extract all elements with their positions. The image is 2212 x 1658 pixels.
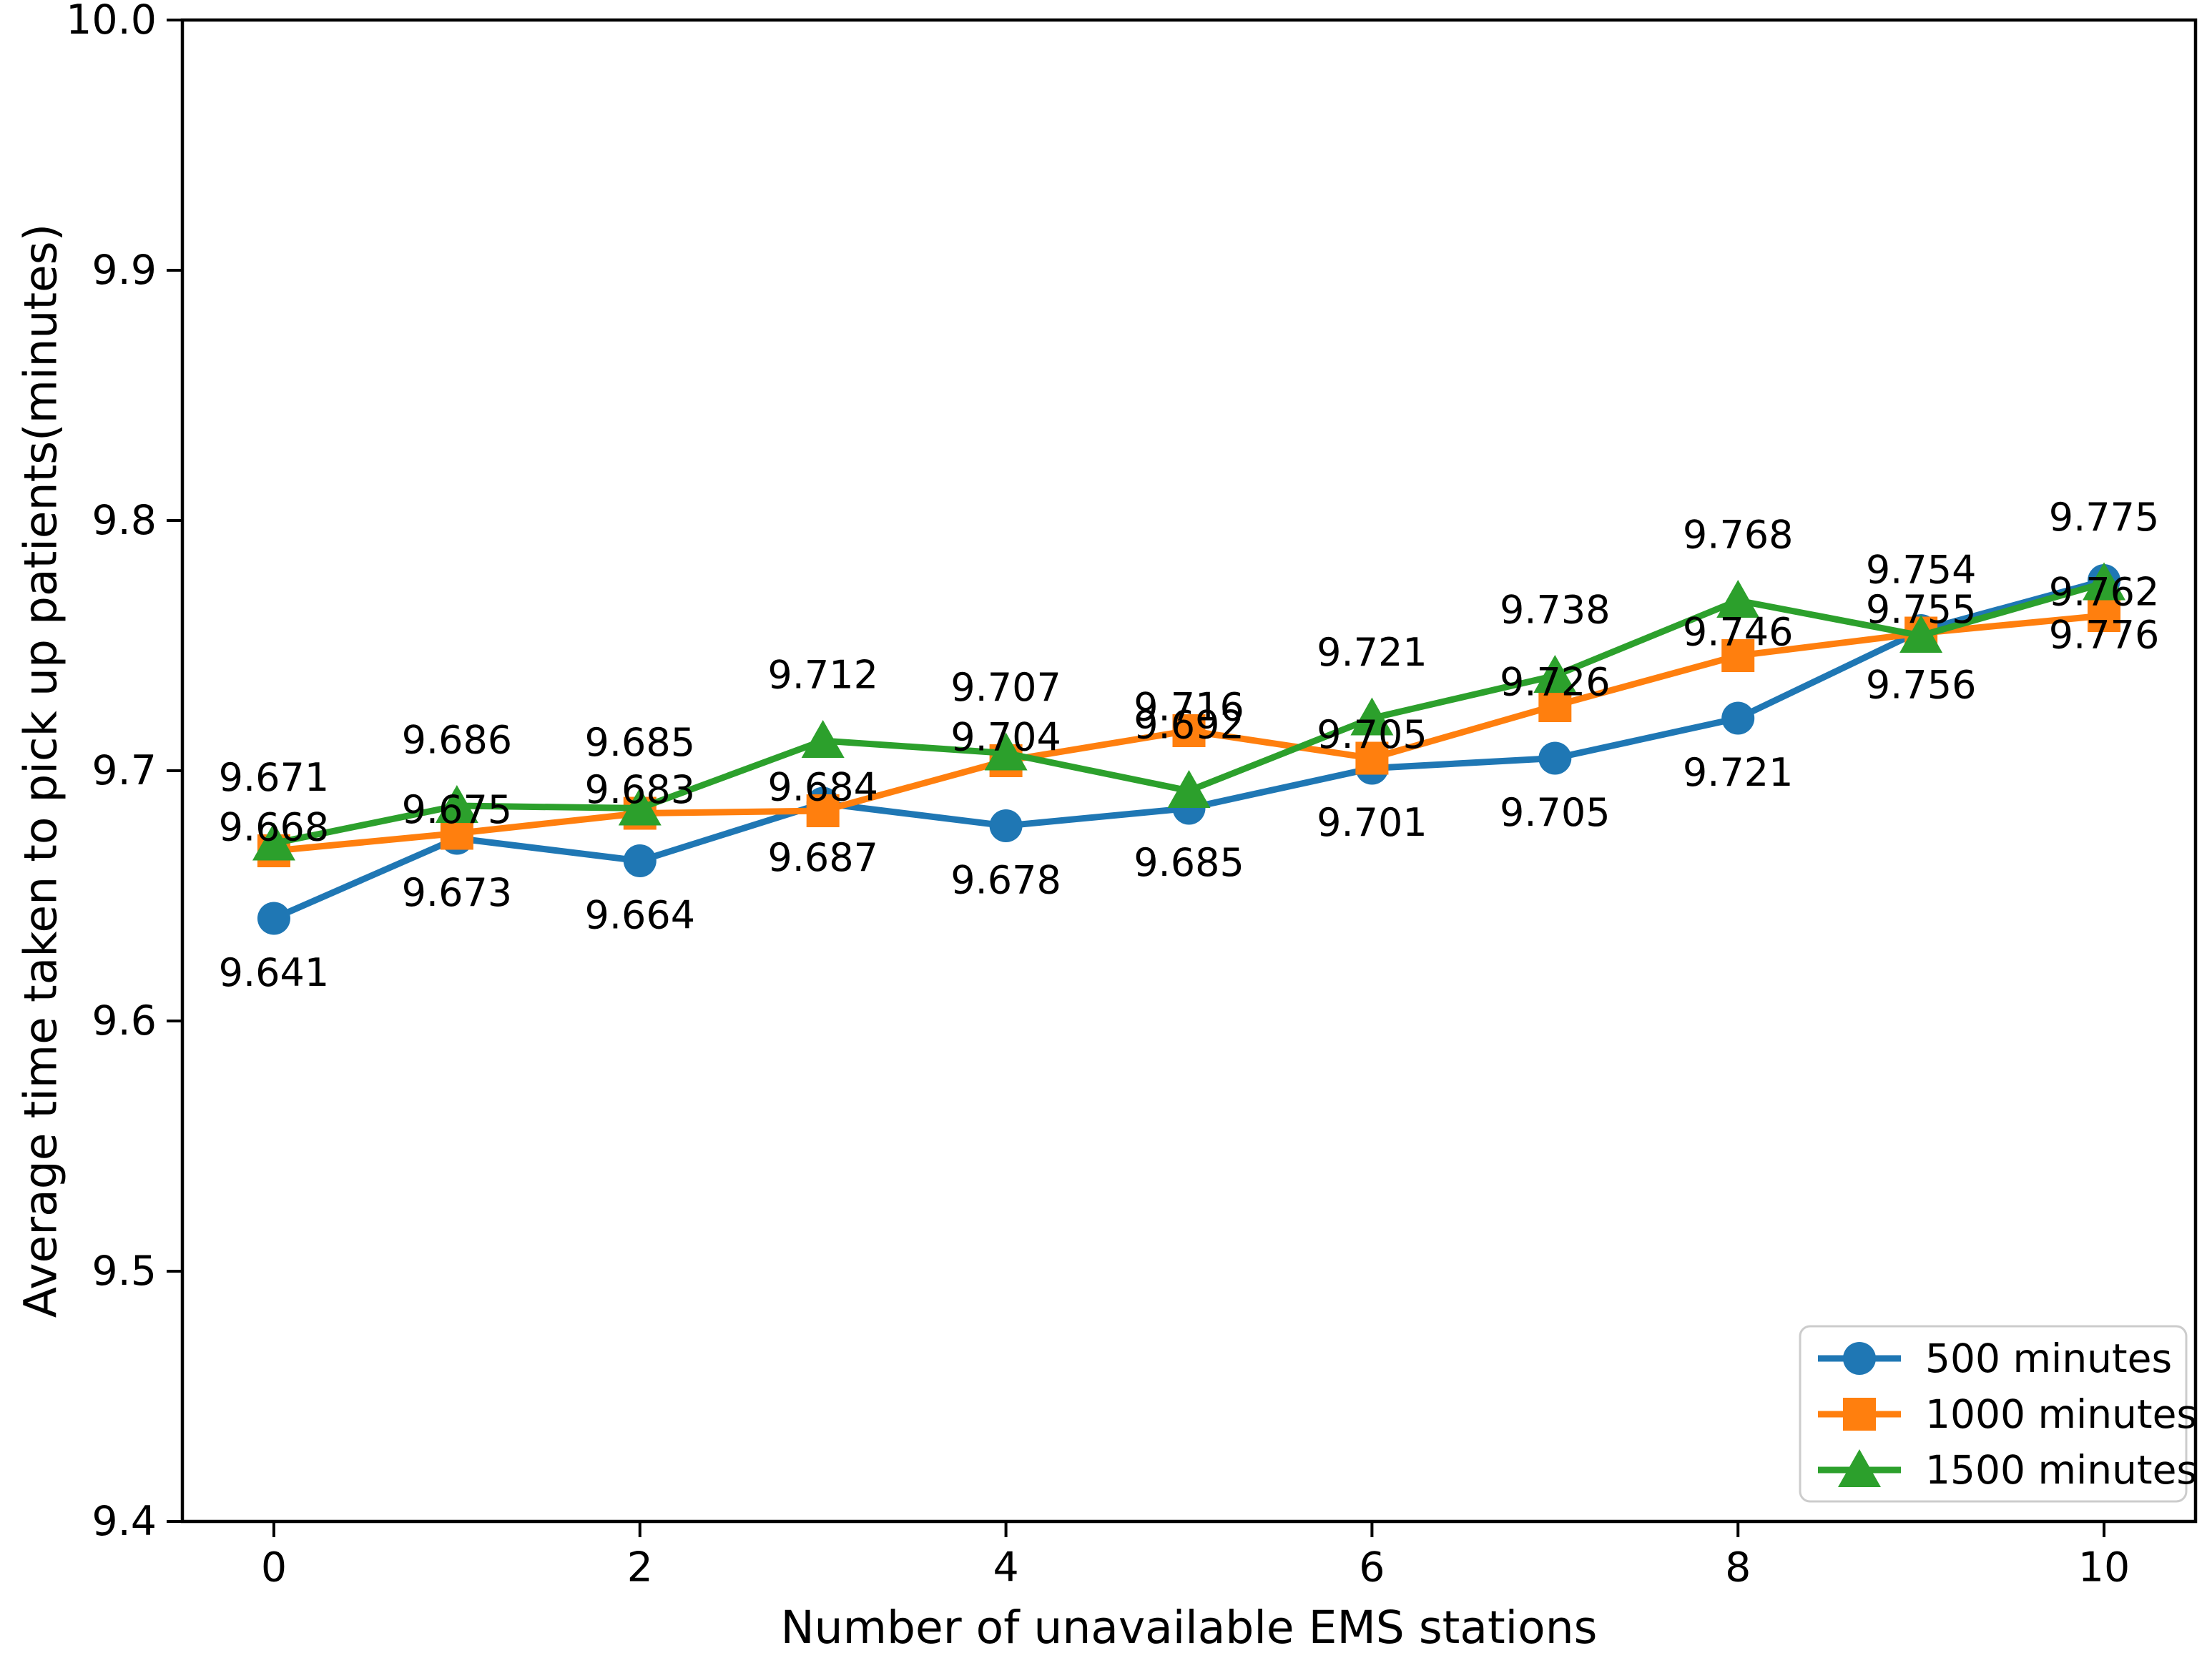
series-1500-minutes [252, 562, 2126, 861]
data-point-marker [801, 720, 845, 758]
point-value-label: 9.668 [219, 805, 330, 850]
point-value-label: 9.673 [402, 870, 513, 915]
legend-label: 500 minutes [1925, 1336, 2172, 1381]
plot-border [180, 18, 2198, 1524]
legend-marker [1843, 1398, 1876, 1431]
x-tick-label: 0 [261, 1544, 287, 1592]
point-value-label: 9.685 [584, 720, 695, 765]
legend-entry: 1000 minutes [1818, 1391, 2197, 1437]
point-value-label: 9.678 [950, 858, 1061, 903]
point-value-label: 9.726 [1500, 660, 1611, 705]
point-value-label: 9.692 [1134, 703, 1244, 748]
point-value-label: 9.704 [950, 715, 1061, 760]
point-value-label: 9.705 [1317, 712, 1427, 757]
data-point-marker [1355, 741, 1389, 775]
data-point-marker [989, 809, 1023, 842]
point-value-label: 9.683 [584, 767, 695, 812]
x-tick-label: 10 [2078, 1544, 2130, 1592]
point-value-label: 9.721 [1317, 630, 1427, 675]
x-tick-label: 6 [1359, 1544, 1385, 1592]
point-value-label: 9.756 [1866, 663, 1977, 708]
point-value-label: 9.738 [1500, 588, 1611, 633]
data-point-marker [1721, 701, 1755, 735]
y-tick-label: 9.6 [92, 997, 157, 1045]
x-tick-label: 4 [993, 1544, 1018, 1592]
y-tick-label: 9.5 [92, 1248, 157, 1295]
series-group [252, 562, 2126, 935]
point-value-label: 9.664 [584, 893, 695, 938]
data-point-marker [2088, 599, 2121, 632]
point-value-label: 9.721 [1683, 750, 1794, 795]
point-value-label: 9.701 [1317, 800, 1427, 845]
data-point-marker [618, 787, 662, 826]
data-point-marker [623, 844, 657, 877]
point-value-label: 9.755 [1866, 587, 1977, 632]
data-point-marker [1533, 655, 1577, 693]
axes: 9.4 9.5 9.6 9.7 9.8 9.9 10.0 0 2 4 6 8 10 [66, 0, 2198, 1592]
point-value-label: 9.776 [2049, 613, 2160, 658]
point-value-label: 9.671 [219, 755, 330, 800]
legend-marker [1838, 1449, 1881, 1487]
point-value-label: 9.754 [1866, 548, 1977, 593]
point-value-label: 9.762 [2049, 570, 2160, 615]
data-point-marker [2083, 562, 2126, 601]
data-point-marker [257, 902, 290, 935]
point-value-label: 9.675 [402, 787, 513, 832]
point-value-label: 9.686 [402, 718, 513, 763]
legend-entry: 1500 minutes [1818, 1447, 2197, 1493]
data-point-marker [1538, 741, 1572, 775]
data-point-marker [435, 785, 478, 823]
legend-box [1799, 1325, 2188, 1503]
x-tick-label: 8 [1725, 1544, 1751, 1592]
point-labels: 9.641 9.673 9.664 9.687 9.678 9.685 9.701 9.705… [219, 495, 2160, 995]
point-value-label: 9.641 [219, 950, 330, 995]
data-point-marker [1721, 639, 1755, 672]
point-value-label: 9.687 [767, 835, 878, 880]
point-value-label: 9.685 [1134, 840, 1244, 885]
data-point-marker [252, 822, 295, 861]
y-tick-label: 9.7 [92, 747, 157, 794]
data-point-marker [984, 732, 1028, 771]
data-point-marker [1350, 697, 1394, 736]
legend-label: 1000 minutes [1925, 1391, 2197, 1437]
legend-label: 1500 minutes [1925, 1447, 2197, 1493]
point-value-label: 9.712 [767, 653, 878, 698]
data-point-marker [1899, 615, 1943, 653]
y-tick-label: 9.9 [92, 247, 157, 294]
point-value-label: 9.707 [950, 665, 1061, 710]
legend: 500 minutes 1000 minutes 1500 minutes [1799, 1325, 2197, 1503]
x-tick-label: 2 [627, 1544, 653, 1592]
point-value-label: 9.768 [1683, 513, 1794, 558]
legend-entry: 500 minutes [1818, 1336, 2172, 1381]
data-point-marker [1716, 580, 1760, 618]
y-axis-title: Average time taken to pick up patients(m… [14, 223, 67, 1318]
data-point-marker [1538, 689, 1572, 722]
legend-marker [1843, 1342, 1876, 1375]
point-value-label: 9.705 [1500, 790, 1611, 835]
point-value-label: 9.716 [1134, 685, 1244, 730]
data-point-marker [1167, 770, 1211, 808]
data-point-marker [806, 794, 840, 827]
y-tick-label: 10.0 [66, 0, 157, 44]
point-value-label: 9.684 [767, 765, 878, 810]
y-tick-label: 9.8 [92, 497, 157, 544]
point-value-label: 9.775 [2049, 495, 2160, 540]
point-value-label: 9.746 [1683, 610, 1794, 655]
data-point-marker [1172, 714, 1206, 747]
y-tick-label: 9.4 [92, 1498, 157, 1545]
x-axis-title: Number of unavailable EMS stations [780, 1602, 1598, 1654]
